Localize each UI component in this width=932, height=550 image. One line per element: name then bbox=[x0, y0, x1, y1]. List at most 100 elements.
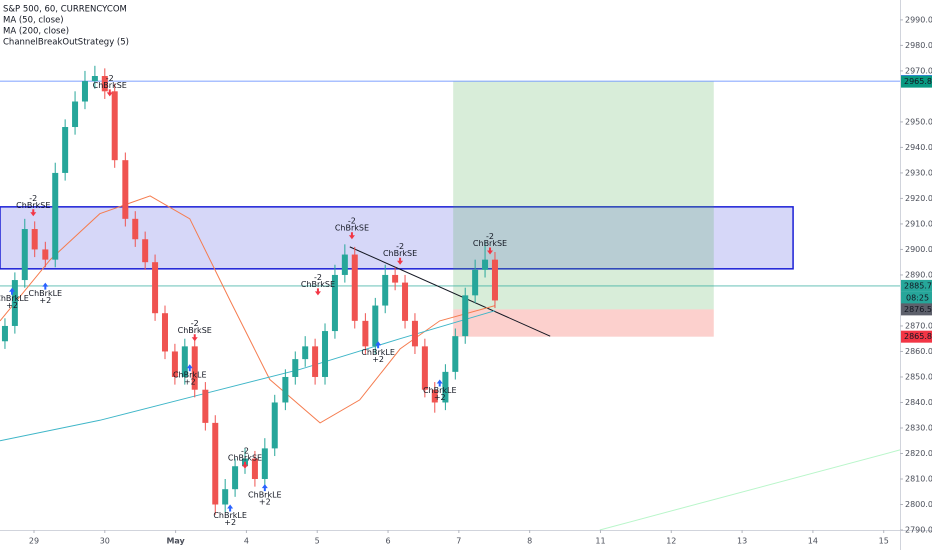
signal-arrow bbox=[30, 209, 37, 217]
signal-label: ChBrkLE bbox=[361, 348, 395, 357]
candle-body bbox=[382, 274, 389, 306]
signal-qty: +2 bbox=[372, 355, 384, 364]
candle-body bbox=[72, 101, 79, 128]
strategy-signal: ChBrkLE+2 bbox=[29, 282, 62, 305]
y-tick-label: 2990.0 bbox=[905, 15, 932, 24]
x-tick-label: May bbox=[166, 537, 185, 546]
x-tick-label: 7 bbox=[456, 537, 461, 546]
candle-body bbox=[362, 320, 369, 347]
signal-label: ChBrkSE bbox=[383, 249, 417, 258]
y-tick-label: 2930.0 bbox=[905, 168, 932, 177]
signal-qty: +2 bbox=[259, 498, 271, 507]
signal-label: ChBrkSE bbox=[473, 239, 507, 248]
x-tick-label: 8 bbox=[527, 537, 532, 546]
legend: S&P 500, 60, CURRENCYCOM MA (50, close) … bbox=[3, 5, 129, 48]
signal-qty: +2 bbox=[224, 518, 236, 527]
candle-body bbox=[282, 376, 289, 403]
price-tag: 2885.7 08:25 bbox=[901, 279, 932, 304]
candle-body bbox=[62, 127, 69, 173]
strategy-signal: ChBrkSE-2 bbox=[228, 446, 262, 469]
signal-arrow bbox=[227, 504, 234, 512]
strategy-signal: ChBrkSE-2 bbox=[178, 319, 212, 342]
y-tick-label: 2830.0 bbox=[905, 423, 932, 432]
candle-body bbox=[392, 274, 399, 283]
candle-body bbox=[261, 448, 268, 479]
legend-ma50: MA (50, close) bbox=[3, 16, 64, 26]
y-tick-label: 2790.0 bbox=[905, 526, 932, 535]
candle-body bbox=[232, 466, 239, 490]
candle-body bbox=[42, 249, 49, 260]
x-tick-label: 4 bbox=[244, 537, 249, 546]
candle-body bbox=[322, 331, 329, 377]
candle-body bbox=[372, 305, 379, 347]
signal-qty: -2 bbox=[396, 242, 404, 251]
candle-body bbox=[251, 458, 258, 479]
candle-body bbox=[1, 325, 8, 342]
y-tick-label: 2980.0 bbox=[905, 41, 932, 50]
y-tick-label: 2840.0 bbox=[905, 398, 932, 407]
strategy-signal: ChBrkSE-2 bbox=[335, 217, 369, 240]
signal-qty: +2 bbox=[6, 301, 18, 310]
signal-arrow bbox=[436, 379, 443, 387]
y-tick-label: 2970.0 bbox=[905, 66, 932, 75]
plot-area: ChBrkLE+2ChBrkSE-2ChBrkLE+2ChBrkSE-2ChBr… bbox=[0, 65, 901, 531]
candle-body bbox=[122, 160, 129, 219]
strategy-signal: ChBrkLE+2 bbox=[173, 364, 207, 387]
signal-arrow bbox=[191, 334, 198, 342]
price-tag-box bbox=[901, 303, 932, 316]
x-tick-label: 12 bbox=[666, 537, 676, 546]
candle-body bbox=[271, 402, 278, 449]
candle-body bbox=[312, 346, 319, 377]
candle-body bbox=[11, 280, 18, 326]
y-tick-label: 2890.0 bbox=[905, 270, 932, 279]
signal-arrow bbox=[375, 341, 382, 349]
candle-body bbox=[341, 254, 348, 275]
y-tick-label: 2940.0 bbox=[905, 143, 932, 152]
candle-body bbox=[351, 254, 358, 321]
signal-label: ChBrkSE bbox=[178, 326, 212, 335]
strategy-signal: ChBrkSE-2 bbox=[473, 232, 507, 255]
candle-body bbox=[31, 229, 38, 250]
candle-body bbox=[431, 389, 438, 403]
signal-label: ChBrkSE bbox=[335, 224, 369, 233]
signal-label: ChBrkLE bbox=[0, 294, 29, 303]
strategy-signal: ChBrkLE+2 bbox=[423, 379, 457, 402]
candle-body bbox=[21, 229, 28, 281]
y-tick-label: 2860.0 bbox=[905, 347, 932, 356]
signal-arrow bbox=[348, 232, 355, 240]
price-tag-box bbox=[901, 279, 932, 292]
trend-line bbox=[349, 246, 551, 337]
candle-body bbox=[292, 359, 299, 377]
strategy-signal: ChBrkLE+2 bbox=[248, 484, 282, 507]
signal-label: ChBrkSE bbox=[16, 201, 50, 210]
candle-body bbox=[161, 313, 168, 352]
candle-body bbox=[132, 218, 139, 240]
candle-body bbox=[482, 259, 489, 270]
y-tick-label: 2800.0 bbox=[905, 500, 932, 509]
y-tick-label: 2920.0 bbox=[905, 194, 932, 203]
signal-qty: -2 bbox=[314, 273, 322, 282]
position-loss bbox=[453, 309, 714, 337]
trend-line bbox=[599, 449, 901, 531]
candle-body bbox=[411, 320, 418, 347]
candle-body bbox=[202, 389, 209, 423]
signal-qty: +2 bbox=[184, 378, 196, 387]
candle-body bbox=[111, 91, 118, 161]
x-tick-label: 14 bbox=[808, 537, 818, 546]
strategy-signal: ChBrkSE-2 bbox=[16, 194, 50, 217]
x-tick-label: 29 bbox=[29, 537, 39, 546]
candle-body bbox=[191, 346, 198, 390]
signal-qty: -2 bbox=[348, 217, 356, 226]
signal-qty: -2 bbox=[29, 194, 37, 203]
signal-qty: +2 bbox=[434, 393, 446, 402]
signal-arrow bbox=[42, 282, 49, 290]
candle-body bbox=[442, 371, 449, 403]
signal-label: ChBrkSE bbox=[93, 81, 127, 90]
candle-body bbox=[222, 489, 229, 505]
price-tag-box bbox=[901, 75, 932, 88]
legend-ma200: MA (200, close) bbox=[3, 27, 69, 37]
y-tick-label: 2810.0 bbox=[905, 474, 932, 483]
signal-qty: -2 bbox=[241, 446, 249, 455]
y-tick-label: 2900.0 bbox=[905, 245, 932, 254]
